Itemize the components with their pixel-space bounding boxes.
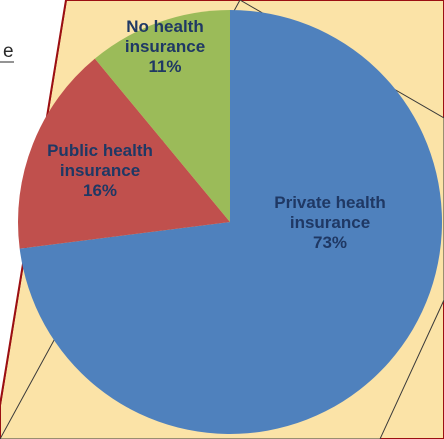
data-label-line: 73% bbox=[313, 233, 347, 252]
data-label-line: 16% bbox=[83, 181, 117, 200]
data-label-public-health-insurance: Public health insurance 16% bbox=[47, 141, 153, 200]
pie-slice-public-health-insurance bbox=[17, 58, 230, 249]
pie-slice-no-health-insurance bbox=[94, 10, 231, 222]
pie-slices bbox=[17, 10, 442, 434]
data-label-line: 11% bbox=[148, 57, 181, 76]
data-label-private-health-insurance: Private health insurance 73% bbox=[274, 193, 386, 252]
pie-slice-private-health-insurance bbox=[19, 10, 442, 434]
data-label-line: insurance bbox=[125, 37, 205, 56]
data-label-no-health-insurance: No health insurance 11% bbox=[125, 17, 205, 76]
data-label-line: insurance bbox=[290, 213, 370, 232]
data-label-line: insurance bbox=[60, 161, 140, 180]
data-label-line: No health bbox=[126, 17, 203, 36]
data-label-line: Public health bbox=[47, 141, 153, 160]
pie-labels: Private health insurance 73%Public health i… bbox=[47, 17, 386, 252]
data-label-line: Private health bbox=[274, 193, 386, 212]
background-text-fragment: e bbox=[3, 41, 14, 62]
